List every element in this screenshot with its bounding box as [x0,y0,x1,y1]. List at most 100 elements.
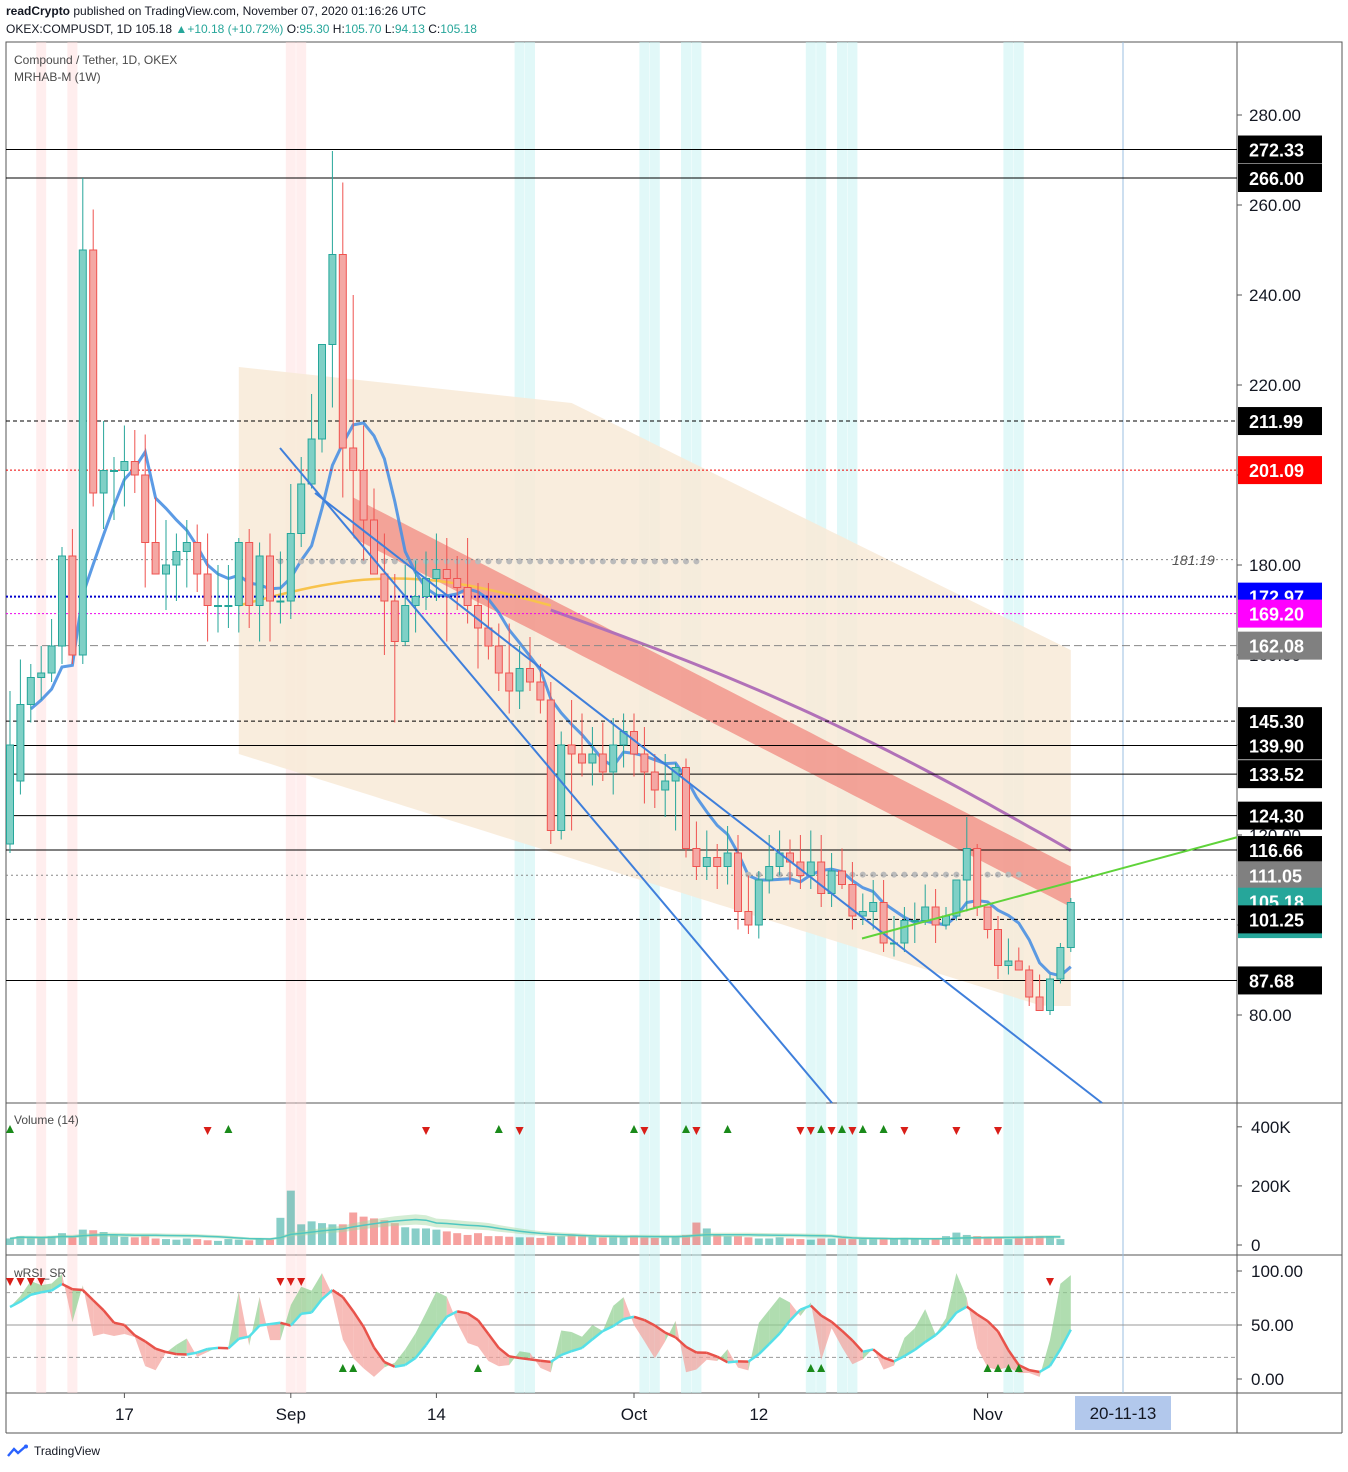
volume-bar [224,1239,233,1245]
dot-marker [943,871,949,878]
rsi-cloud-segment [675,1320,686,1373]
rsi-signal-segment [757,1343,771,1356]
sell-signal-icon [796,1127,805,1135]
rsi-signal-segment [61,1282,73,1291]
rsi-cloud-segment [155,1348,166,1371]
candle [286,484,295,619]
volume-bar [1046,1236,1054,1245]
volume-ma-cloud [10,1214,1061,1241]
rsi-signal-segment [498,1346,510,1358]
candle-body [432,569,441,579]
rsi-cloud-segment [228,1291,239,1349]
volume-bar [557,1236,566,1245]
rsi-cloud-segment [925,1309,936,1343]
volume-bar [78,1229,87,1245]
rsi-signal-segment [446,1310,458,1318]
rsi-cloud-segment [478,1320,489,1361]
volume-ma-line [9,1218,1061,1240]
rsi-cloud-segment [550,1330,562,1373]
support-line [861,836,1238,940]
candle [1056,943,1065,984]
candle [141,434,150,588]
rsi-cloud-segment [914,1309,926,1350]
candle [182,520,191,588]
candle-body [640,753,649,773]
rsi-signal-segment [1048,1348,1062,1367]
rsi-cloud-segment [686,1346,697,1373]
candle [848,862,857,930]
rsi-signal-segment [976,1313,989,1323]
rsi-signal-segment [238,1335,250,1340]
rsi-cloud-segment [114,1322,125,1336]
price-label: 139.90 [1249,736,1304,756]
candle-body [578,753,586,764]
rsi-signal-segment [289,1312,303,1327]
candle-body [182,542,191,552]
rsi-cloud-segment [582,1325,593,1348]
price-label: 87.68 [1249,971,1294,991]
volume-tick-label: 400K [1251,1118,1291,1137]
rsi-cloud-segment [810,1302,822,1360]
candle [151,497,160,575]
candle-body [505,672,514,692]
dot-marker [1005,871,1012,878]
y-tick-label: 180.00 [1249,556,1301,575]
low-value: 94.13 [394,22,425,36]
candle-body [442,569,451,579]
rsi-signal-segment [435,1315,448,1331]
price-label: 211.99 [1249,412,1303,432]
dot-marker [568,558,575,565]
rsi-cloud-segment [446,1296,458,1323]
publish-line: readCrypto published on TradingView.com,… [6,4,426,18]
publisher-name[interactable]: readCrypto [6,4,71,18]
rsi-signal-segment [841,1329,854,1342]
rsi-buy-icon [474,1364,482,1372]
rsi-signal-segment [851,1339,864,1353]
rsi-cloud-segment [644,1320,655,1359]
price-label-box [1238,861,1322,890]
volume-bar [879,1237,888,1245]
volume-bar [650,1237,659,1245]
rsi-signal-segment [540,1359,551,1364]
rsi-cloud-segment [145,1341,156,1371]
close-value: 105.18 [440,22,477,36]
volume-bar [598,1237,607,1245]
rsi-cloud-segment [634,1316,645,1342]
rsi-cloud-segment [831,1321,842,1348]
rsi-cloud-segment [498,1347,510,1367]
rsi-signal-segment [487,1333,500,1349]
candle-body [879,902,888,944]
rsi-cloud-segment [1050,1283,1061,1366]
volume-bar [37,1237,46,1245]
candle-body [47,645,56,674]
candle-body [983,906,992,930]
candle-body [224,605,233,607]
candle [78,178,87,664]
rsi-signal-segment [394,1363,406,1368]
candle-body [37,672,46,678]
last-price: 105.18 [135,22,173,36]
buy-signal-icon [6,1125,14,1133]
price-label-box [1238,135,1322,164]
rsi-cloud-segment [571,1332,582,1352]
candle-body [214,605,222,607]
rsi-signal-segment [529,1358,541,1362]
y-tick-label: 280.00 [1249,106,1301,125]
rsi-signal-segment [643,1318,656,1327]
rsi-sell-icon [276,1278,285,1286]
buy-signal-icon [682,1125,690,1133]
volume-bar [671,1236,680,1245]
rsi-signal-segment [778,1319,791,1335]
price-label: 145.30 [1249,712,1304,732]
rsi-signal-segment [966,1305,978,1316]
volume-bar [89,1230,98,1245]
rsi-cloud-segment [665,1320,676,1342]
footer-brand[interactable]: TradingView [34,1444,101,1458]
rsi-signal-segment [248,1324,261,1338]
rsi-cloud-segment [717,1349,728,1363]
candle [16,659,25,795]
volume-bar [338,1224,347,1245]
rsi-signal-segment [165,1350,177,1356]
candle [255,542,264,642]
